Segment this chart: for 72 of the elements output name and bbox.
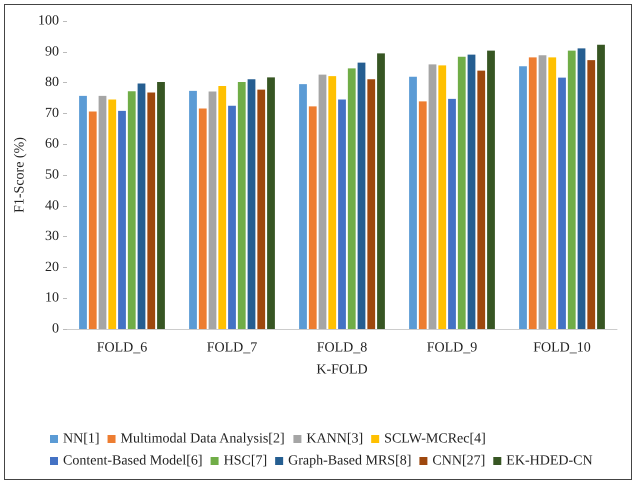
bar <box>468 54 476 329</box>
y-tick-label: 70 <box>45 106 59 121</box>
y-tick-label: 10 <box>45 290 59 306</box>
legend-label: CNN[27] <box>432 454 486 468</box>
bar <box>299 84 307 329</box>
y-tick-label: 0 <box>52 322 59 336</box>
bar <box>157 82 165 329</box>
bar <box>597 44 605 329</box>
legend-label: KANN[3] <box>306 432 364 446</box>
bar <box>448 98 456 329</box>
legend-label: Graph-Based MRS[8] <box>288 454 412 468</box>
x-tick-label: FOLD_6 <box>96 340 148 356</box>
y-axis-title: F1-Score (%) <box>12 136 28 213</box>
bar <box>578 48 586 329</box>
y-tick-label: 40 <box>45 198 59 214</box>
bar <box>568 50 576 329</box>
bar <box>189 90 197 329</box>
bar <box>519 66 527 329</box>
y-tick-label: 30 <box>45 229 59 244</box>
x-tick-label: FOLD_10 <box>533 340 591 356</box>
bar <box>438 65 446 329</box>
bar <box>328 76 336 329</box>
bar <box>228 106 236 329</box>
x-tick-label: FOLD_9 <box>426 340 478 356</box>
legend-label: NN[1] <box>63 432 100 446</box>
x-tick-label: FOLD_7 <box>206 340 258 356</box>
bar <box>118 110 126 329</box>
bar <box>348 68 356 329</box>
y-tick-label: 80 <box>45 75 59 90</box>
y-tick-label: 50 <box>45 168 59 182</box>
bar <box>108 100 116 329</box>
bar <box>409 76 417 329</box>
bar <box>308 106 317 329</box>
bar <box>138 84 146 329</box>
legend-label: HSC[7] <box>224 454 268 468</box>
bar <box>538 55 546 329</box>
y-tick-label: 60 <box>45 136 59 152</box>
bar <box>79 96 87 329</box>
legend-label: EK-HDED-CN <box>506 454 593 468</box>
bar <box>367 79 376 329</box>
bar <box>257 90 266 329</box>
bar <box>248 79 256 329</box>
bar <box>88 112 97 329</box>
bar <box>487 50 495 329</box>
bar <box>267 77 275 329</box>
bar <box>218 86 226 329</box>
bar <box>558 78 566 329</box>
x-tick-label: FOLD_8 <box>316 340 368 356</box>
bar <box>128 91 136 329</box>
bar <box>147 92 156 329</box>
bar <box>98 96 106 329</box>
bar <box>377 53 385 329</box>
bar <box>477 70 486 329</box>
legend-label: Multimodal Data Analysis[2] <box>120 432 285 446</box>
bar <box>318 74 326 329</box>
y-tick-label: 20 <box>45 260 59 275</box>
bar <box>458 56 466 329</box>
bar <box>587 60 596 329</box>
bar <box>198 108 207 329</box>
bar <box>338 100 346 329</box>
legend-label: Content-Based Model[6] <box>63 454 203 468</box>
y-tick-label: 90 <box>45 44 59 60</box>
bar <box>528 57 537 329</box>
x-axis-title: K-FOLD <box>316 362 368 378</box>
bar <box>358 62 366 329</box>
bar <box>428 64 436 329</box>
bar <box>418 101 427 329</box>
legend-label: SCLW-MCRec[4] <box>384 432 486 446</box>
bar <box>548 57 556 329</box>
bar <box>238 82 246 329</box>
bar <box>208 92 216 329</box>
y-tick-label: 100 <box>38 14 59 28</box>
